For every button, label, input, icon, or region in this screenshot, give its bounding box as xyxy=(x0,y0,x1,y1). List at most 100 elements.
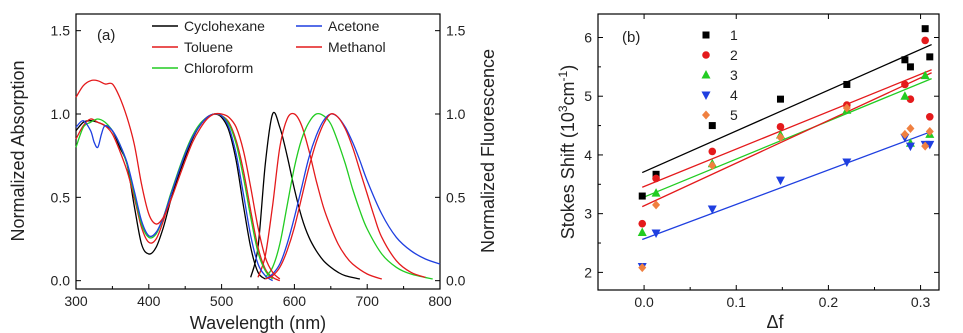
fit-line-series-2 xyxy=(641,69,932,188)
point-series-1-1 xyxy=(652,170,660,178)
fit-line-series-5 xyxy=(641,72,932,208)
point-series-1-6 xyxy=(906,63,914,71)
point-series-5-4 xyxy=(842,103,851,113)
point-series-2-8 xyxy=(925,112,934,121)
legend-label-series-5: 5 xyxy=(730,107,738,123)
point-series-2-7 xyxy=(921,36,929,45)
absorption-line-chloroform xyxy=(75,113,274,280)
point-series-5-8 xyxy=(925,126,934,136)
x-tick-label-a-2: 500 xyxy=(210,293,234,309)
point-series-1-4 xyxy=(843,80,851,88)
y-tick-label-b-1: 3 xyxy=(584,206,592,222)
legend-label-toluene: Toluene xyxy=(184,39,233,55)
legend-label-series-4: 4 xyxy=(730,87,738,103)
y-tick-label-a-1: 0.5 xyxy=(51,189,71,205)
fluorescence-line-chloroform xyxy=(264,112,433,280)
absorption-line-acetone xyxy=(75,113,273,282)
y-axis-label-right-a: Normalized Fluorescence xyxy=(478,49,498,253)
x-axis-label-a: Wavelength (nm) xyxy=(190,313,326,333)
point-series-1-5 xyxy=(901,56,909,64)
point-series-2-0 xyxy=(638,219,647,228)
panel-label-b: (b) xyxy=(622,29,640,46)
point-series-2-1 xyxy=(652,174,660,183)
y-axis-label-b-mid: cm xyxy=(558,81,578,105)
y-axis-label-b-sup2: -1 xyxy=(556,70,570,81)
fit-line-series-4 xyxy=(642,130,932,241)
point-series-3-1 xyxy=(651,188,661,197)
axis-ticks-b: 0.0 0.1 0.2 0.3 2 3 4 5 6 xyxy=(584,14,939,310)
legend-marker-1 xyxy=(702,31,710,39)
x-tick-label-a-3: 600 xyxy=(283,293,307,309)
fluorescence-line-toluene xyxy=(257,112,382,280)
y-tick-label-a-3: 1.5 xyxy=(51,23,71,39)
y-axis-label-a: Normalized Absorption xyxy=(8,60,28,241)
legend-label-series-2: 2 xyxy=(730,47,738,63)
x-tick-label-b-3: 0.3 xyxy=(911,294,931,310)
legend-label-series-1: 1 xyxy=(730,27,738,43)
y-axis-label-b-end: ) xyxy=(558,65,578,71)
y-tick-label-b-4: 6 xyxy=(584,29,592,45)
fluorescence-line-acetone xyxy=(264,113,441,280)
y-right-tick-label-a-3: 1.5 xyxy=(446,23,466,39)
panel-label-a: (a) xyxy=(97,27,115,44)
point-series-4-4 xyxy=(842,158,852,167)
x-tick-label-b-0: 0.0 xyxy=(634,294,654,310)
fit-line-series-3 xyxy=(641,77,932,199)
axis-ticks-a: 300 400 500 600 700 800 0.0 0.5 1.0 1.5 0.0 0.5 1.0 1… xyxy=(51,23,466,309)
fluorescence-line-cyclohexane xyxy=(250,111,361,280)
point-series-4-1 xyxy=(651,229,661,239)
y-tick-label-a-0: 0.0 xyxy=(51,273,71,289)
absorption-line-toluene xyxy=(75,113,281,282)
x-axis-label-b: Δf xyxy=(766,312,784,332)
x-tick-label-a-0: 300 xyxy=(64,293,88,309)
point-series-1-2 xyxy=(708,122,716,130)
legend-marker-3 xyxy=(701,70,711,79)
legend-label-series-3: 3 xyxy=(730,67,738,83)
y-tick-label-b-0: 2 xyxy=(584,264,592,280)
y-axis-label-b: Stokes Shift (103cm-1) xyxy=(556,65,578,239)
data-points xyxy=(637,25,935,273)
x-tick-label-b-1: 0.1 xyxy=(727,294,747,310)
y-tick-label-b-3: 5 xyxy=(584,88,592,104)
y-axis-label-b-sup: 3 xyxy=(556,105,570,112)
point-series-5-3 xyxy=(776,132,785,142)
x-tick-label-b-2: 0.2 xyxy=(819,294,839,310)
point-series-5-6 xyxy=(906,124,915,134)
point-series-1-8 xyxy=(926,53,934,61)
stokes-shift-chart: 0.0 0.1 0.2 0.3 2 3 4 5 6 (b) Δf Stokes Shift (1… xyxy=(556,13,940,332)
legend-marker-5 xyxy=(702,110,710,120)
point-series-2-3 xyxy=(776,122,785,131)
point-series-2-6 xyxy=(906,95,915,103)
point-series-2-2 xyxy=(708,147,717,156)
legend-marker-2 xyxy=(702,51,710,59)
point-series-1-3 xyxy=(776,95,784,103)
point-series-5-5 xyxy=(900,129,909,139)
legend-b: 1 2 3 4 5 xyxy=(701,27,738,123)
point-series-4-2 xyxy=(707,205,717,214)
point-series-5-7 xyxy=(921,141,930,151)
legend-label-acetone: Acetone xyxy=(328,18,380,34)
fluorescence-line-methanol xyxy=(265,113,426,280)
point-series-1-7 xyxy=(921,25,929,33)
absorption-fluorescence-chart: 300 400 500 600 700 800 0.0 0.5 1.0 1.5 0.0 0.5 1.0 1… xyxy=(8,13,498,333)
point-series-4-3 xyxy=(775,176,785,186)
point-series-5-0 xyxy=(638,263,647,273)
y-axis-label-b-main: Stokes Shift (10 xyxy=(558,112,578,239)
x-tick-label-a-4: 700 xyxy=(356,293,380,309)
point-series-5-1 xyxy=(652,200,661,210)
legend-label-chloroform: Chloroform xyxy=(184,60,253,76)
point-series-2-5 xyxy=(901,80,909,89)
y-right-tick-label-a-0: 0.0 xyxy=(446,273,466,289)
fit-lines xyxy=(641,43,932,241)
legend-marker-4 xyxy=(701,91,711,100)
legend-label-cyclohexane: Cyclohexane xyxy=(184,18,265,34)
spectra-lines xyxy=(75,79,441,282)
y-right-tick-label-a-1: 0.5 xyxy=(446,189,466,205)
point-series-4-8 xyxy=(925,140,935,150)
legend-a: Cyclohexane Toluene Chloroform Acetone Metha… xyxy=(152,18,386,76)
plot-frame-b xyxy=(597,13,940,291)
y-tick-label-a-2: 1.0 xyxy=(51,106,71,122)
point-series-5-2 xyxy=(708,161,717,171)
y-right-tick-label-a-2: 1.0 xyxy=(446,106,466,122)
